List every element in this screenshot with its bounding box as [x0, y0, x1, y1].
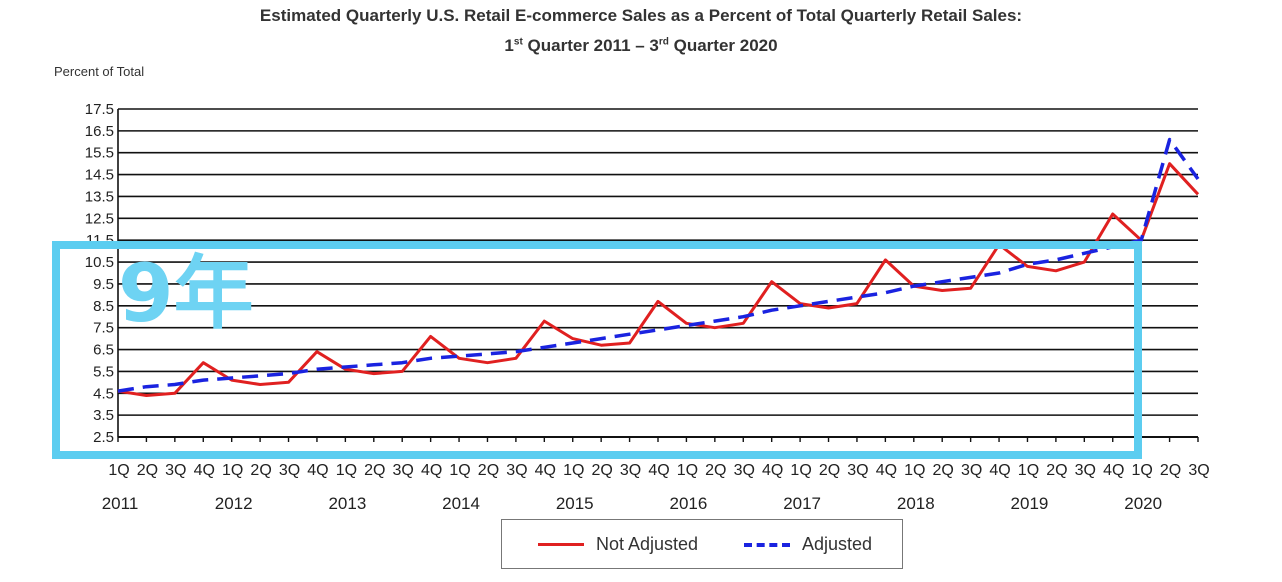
- x-tick-label: 4Q: [194, 462, 215, 479]
- title-sup-st: st: [513, 36, 523, 48]
- year-label: 2018: [897, 494, 935, 513]
- year-label: 2012: [215, 494, 253, 513]
- y-tick-label: 16.5: [85, 123, 114, 140]
- legend-item-adjusted: Adjusted: [744, 534, 872, 555]
- x-tick-label: 4Q: [989, 462, 1010, 479]
- y-tick-label: 10.5: [85, 254, 114, 271]
- x-tick-label: 2Q: [705, 462, 726, 479]
- y-tick-label: 7.5: [93, 320, 114, 337]
- x-tick-label: 1Q: [563, 462, 584, 479]
- legend-item-not-adjusted: Not Adjusted: [538, 534, 698, 555]
- y-tick-label: 6.5: [93, 342, 114, 359]
- x-tick-label: 2Q: [1160, 462, 1181, 479]
- y-tick-label: 5.5: [93, 363, 114, 380]
- x-tick-label: 3Q: [847, 462, 868, 479]
- title-part-3: Quarter 2020: [668, 36, 778, 55]
- chart-title-line1: Estimated Quarterly U.S. Retail E-commer…: [259, 6, 1023, 25]
- y-tick-label: 17.5: [85, 101, 114, 118]
- x-tick-label: 1Q: [336, 462, 357, 479]
- x-tick-label: 1Q: [108, 462, 129, 479]
- x-tick-label: 2Q: [819, 462, 840, 479]
- highlight-box: [52, 241, 1142, 459]
- legend-label-adjusted: Adjusted: [802, 534, 873, 554]
- x-tick-label: 4Q: [1103, 462, 1124, 479]
- legend-swatch-not-adjusted: [538, 543, 584, 546]
- x-tick-label: 3Q: [620, 462, 641, 479]
- x-tick-label: 3Q: [279, 462, 300, 479]
- legend-swatch-adjusted: [744, 542, 790, 547]
- year-label: 2017: [783, 494, 821, 513]
- title-part-2: Quarter 2011 – 3: [522, 36, 659, 55]
- legend: Not Adjusted Adjusted: [501, 519, 903, 569]
- x-tick-label: 2Q: [591, 462, 612, 479]
- x-tick-label: 2Q: [1046, 462, 1067, 479]
- year-label: 2014: [442, 494, 480, 513]
- y-tick-label: 14.5: [85, 167, 114, 184]
- y-tick-label: 4.5: [93, 385, 114, 402]
- x-tick-label: 3Q: [393, 462, 414, 479]
- x-tick-label: 1Q: [449, 462, 470, 479]
- year-label: 2011: [102, 494, 139, 513]
- legend-label-not-adjusted: Not Adjusted: [596, 534, 699, 554]
- x-tick-label: 2Q: [478, 462, 499, 479]
- x-tick-label: 1Q: [677, 462, 698, 479]
- title-sup-rd: rd: [658, 36, 669, 48]
- x-tick-label: 4Q: [535, 462, 556, 479]
- y-tick-label: 9.5: [93, 276, 114, 293]
- x-tick-label: 3Q: [734, 462, 755, 479]
- x-tick-label: 1Q: [222, 462, 243, 479]
- x-tick-label: 2Q: [364, 462, 385, 479]
- x-tick-label: 1Q: [1018, 462, 1039, 479]
- year-label: 2020: [1124, 494, 1162, 513]
- x-tick-label: 4Q: [648, 462, 669, 479]
- x-tick-label: 4Q: [762, 462, 783, 479]
- series-line-adjusted: [117, 137, 1200, 393]
- y-tick-label: 8.5: [93, 298, 114, 315]
- y-tick-label: 12.5: [85, 210, 114, 227]
- y-tick-label: 13.5: [85, 188, 114, 205]
- x-tick-label: 3Q: [165, 462, 186, 479]
- x-tick-label: 3Q: [1188, 462, 1209, 479]
- x-tick-label: 4Q: [421, 462, 442, 479]
- y-tick-label: 3.5: [93, 407, 114, 424]
- title-part-1: 1: [504, 36, 514, 55]
- x-tick-label: 1Q: [790, 462, 811, 479]
- year-label: 2016: [670, 494, 708, 513]
- y-tick-label: 2.5: [93, 429, 114, 446]
- x-tick-label: 1Q: [1131, 462, 1152, 479]
- y-tick-label: 15.5: [85, 145, 114, 162]
- year-label: 2015: [556, 494, 594, 513]
- y-axis-label: Percent of Total: [54, 64, 145, 79]
- year-label: 2019: [1011, 494, 1049, 513]
- x-tick-label: 3Q: [506, 462, 527, 479]
- x-tick-label: 2Q: [933, 462, 954, 479]
- chart-title-line2: 1st Quarter 2011 – 3rd Quarter 2020: [0, 36, 1282, 56]
- x-tick-label: 4Q: [307, 462, 328, 479]
- x-tick-label: 3Q: [1075, 462, 1096, 479]
- x-tick-label: 3Q: [961, 462, 982, 479]
- overlay-annotation: 9年: [118, 247, 254, 340]
- year-label: 2013: [328, 494, 366, 513]
- x-tick-label: 2Q: [137, 462, 158, 479]
- x-tick-label: 1Q: [904, 462, 925, 479]
- x-tick-label: 2Q: [250, 462, 271, 479]
- x-tick-label: 4Q: [876, 462, 897, 479]
